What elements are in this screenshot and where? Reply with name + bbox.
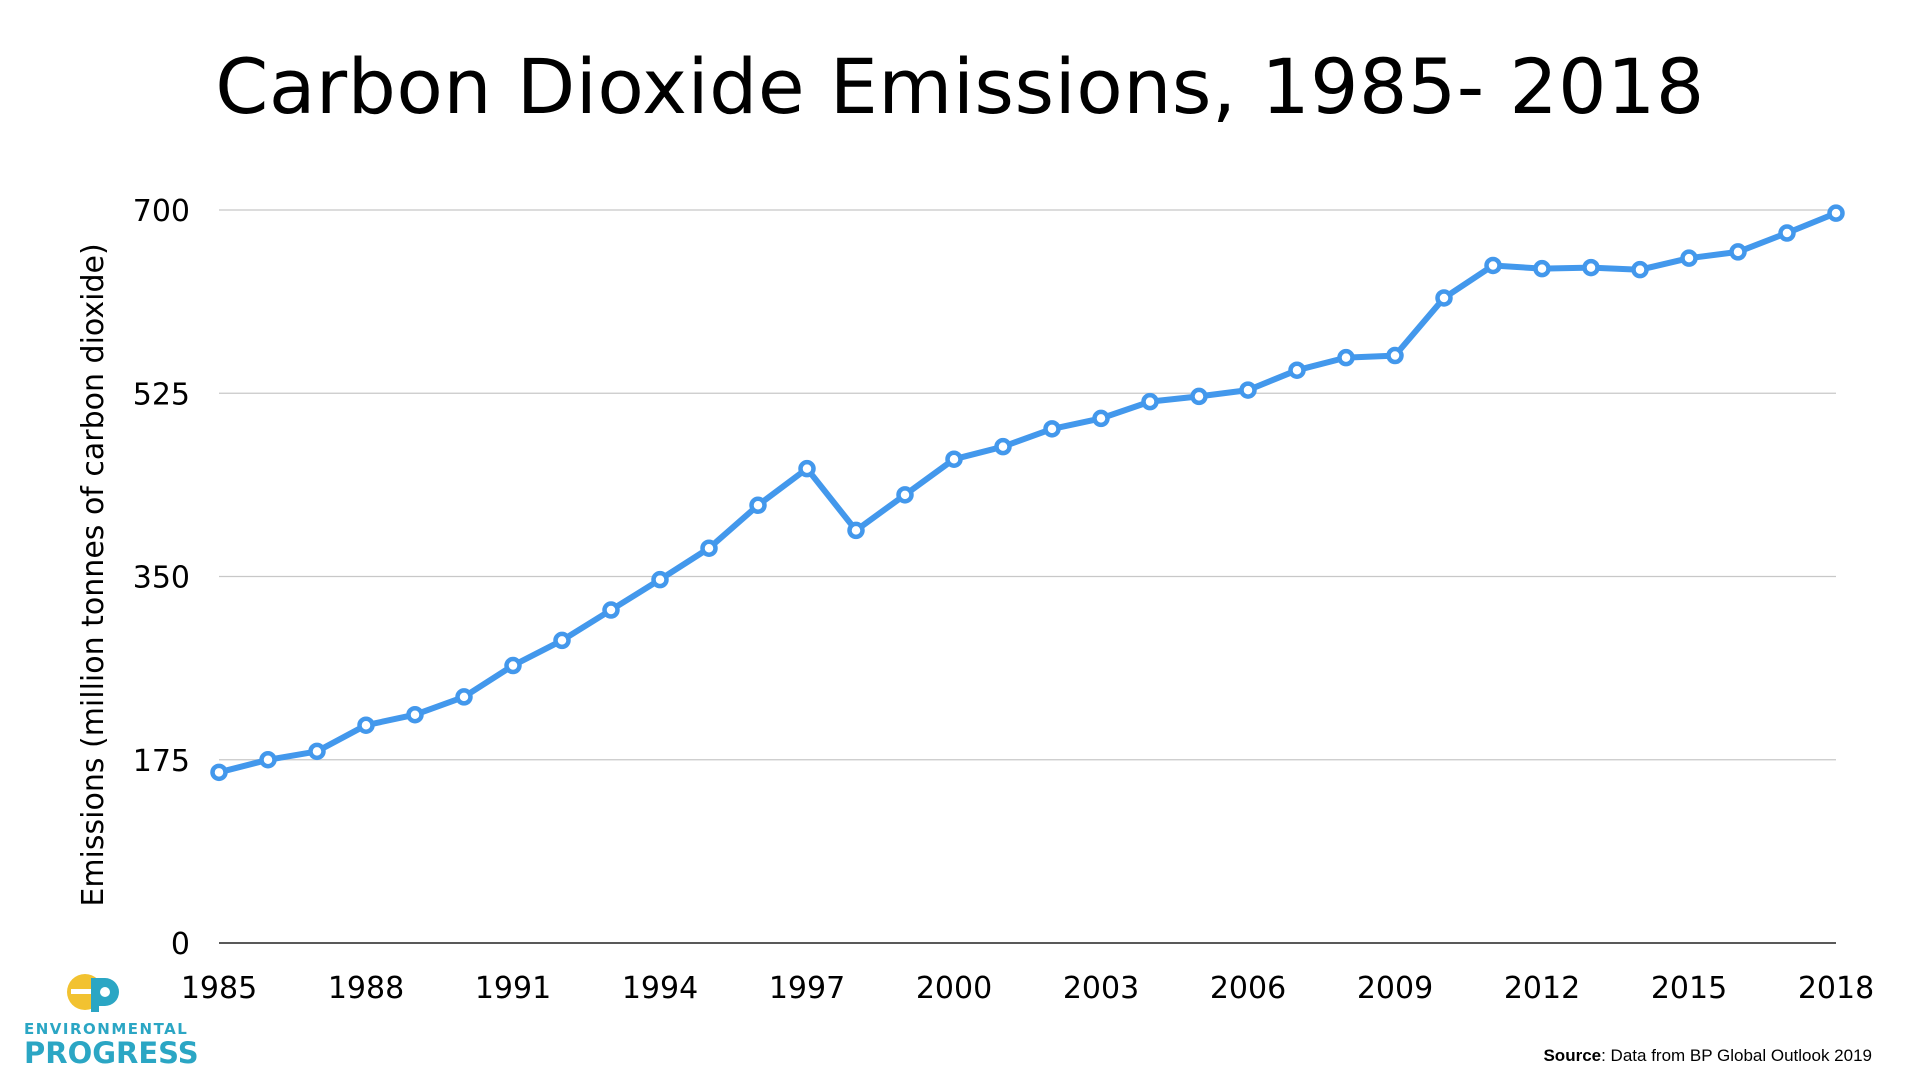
data-point-2011 xyxy=(1484,256,1502,275)
y-tick-label-175: 175 xyxy=(133,744,190,779)
y-tick-label-0: 0 xyxy=(171,927,190,962)
x-tick-label-2003: 2003 xyxy=(1063,971,1139,1006)
x-tick-label-1994: 1994 xyxy=(622,971,698,1006)
x-axis-ticks: 1985 1988 1991 1994 1997 2000 2003 2006 2009 2012… xyxy=(181,971,1874,1006)
data-point-2014 xyxy=(1631,260,1649,279)
data-point-1998 xyxy=(847,521,865,540)
data-point-2007 xyxy=(1288,361,1306,379)
x-tick-label-1991: 1991 xyxy=(475,971,551,1006)
data-point-1989 xyxy=(406,705,424,724)
data-point-2010 xyxy=(1435,289,1453,307)
source-text: : Data from BP Global Outlook 2019 xyxy=(1601,1046,1872,1065)
data-point-2012 xyxy=(1533,259,1551,278)
data-point-2001 xyxy=(994,437,1012,456)
data-point-1986 xyxy=(259,751,277,769)
x-tick-label-1997: 1997 xyxy=(769,971,845,1006)
logo-text-line-1: ENVIRONMENTAL xyxy=(24,1020,189,1038)
data-point-1996 xyxy=(749,496,767,515)
environmental-progress-logo: ENVIRONMENTAL PROGRESS xyxy=(24,968,199,1070)
x-tick-label-2015: 2015 xyxy=(1651,971,1727,1006)
data-point-2018 xyxy=(1827,204,1845,222)
data-point-2002 xyxy=(1043,420,1061,438)
x-tick-label-2012: 2012 xyxy=(1504,971,1580,1006)
data-point-1997 xyxy=(798,459,816,478)
gridlines xyxy=(219,209,1836,944)
data-point-1990 xyxy=(455,688,473,706)
data-point-2015 xyxy=(1680,249,1698,267)
y-axis-title: Emissions (million tonnes of carbon diox… xyxy=(76,243,111,906)
data-point-1994 xyxy=(651,570,669,589)
data-point-1999 xyxy=(896,486,914,504)
y-tick-label-525: 525 xyxy=(133,377,190,412)
x-tick-label-1988: 1988 xyxy=(328,971,404,1006)
data-point-2008 xyxy=(1337,348,1355,367)
x-tick-label-2018: 2018 xyxy=(1798,971,1874,1006)
data-point-2016 xyxy=(1729,243,1747,261)
logo-ep-icon xyxy=(67,974,119,1012)
data-point-2006 xyxy=(1239,381,1257,399)
source-note: Source: Data from BP Global Outlook 2019 xyxy=(1543,1046,1872,1066)
y-tick-label-700: 700 xyxy=(133,194,190,229)
data-point-2009 xyxy=(1386,346,1404,365)
x-tick-label-2000: 2000 xyxy=(916,971,992,1006)
logo-text-line-2: PROGRESS xyxy=(24,1036,199,1070)
data-point-1988 xyxy=(357,716,375,734)
data-point-2017 xyxy=(1778,224,1796,242)
x-tick-label-1985: 1985 xyxy=(181,971,257,1006)
data-point-2013 xyxy=(1582,258,1600,277)
data-point-2005 xyxy=(1190,387,1208,406)
data-point-1995 xyxy=(700,539,718,557)
series-emissions xyxy=(210,204,1845,782)
data-point-2000 xyxy=(945,450,963,468)
data-point-1992 xyxy=(553,631,571,650)
y-tick-label-350: 350 xyxy=(133,561,190,596)
x-tick-label-2009: 2009 xyxy=(1357,971,1433,1006)
data-point-2003 xyxy=(1092,409,1110,428)
data-point-1987 xyxy=(308,742,326,761)
series-line-0 xyxy=(216,210,1839,776)
chart-title: Carbon Dioxide Emissions, 1985- 2018 xyxy=(215,42,1705,131)
data-point-1985 xyxy=(210,763,228,782)
x-tick-label-2006: 2006 xyxy=(1210,971,1286,1006)
source-label: Source xyxy=(1543,1046,1602,1065)
data-point-1991 xyxy=(504,656,522,675)
data-point-2004 xyxy=(1141,392,1159,411)
data-point-1993 xyxy=(602,601,620,619)
y-axis-ticks: 0 175 350 525 700 xyxy=(133,194,190,962)
